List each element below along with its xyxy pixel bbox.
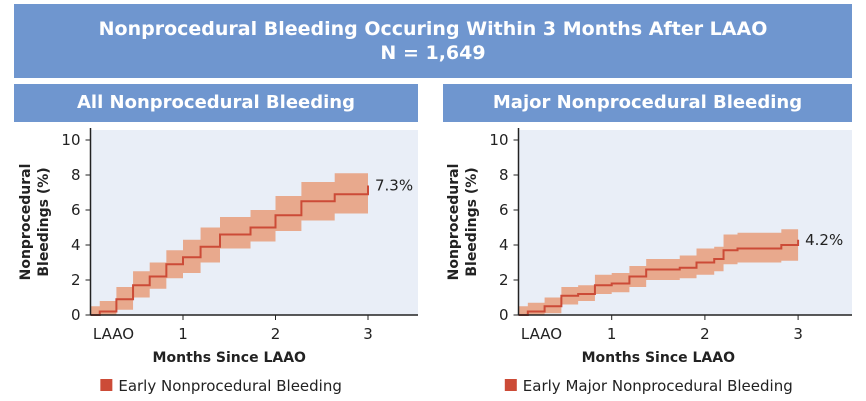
y-tick-label: 2 <box>71 271 81 289</box>
y-tick-label: 4 <box>499 236 509 254</box>
figure-title: Nonprocedural Bleeding Occuring Within 3… <box>98 18 768 40</box>
x-axis-label: Months Since LAAO <box>153 350 306 366</box>
y-axis-label: Nonprocedural Bleedings (%) <box>18 164 52 281</box>
y-tick-label: 6 <box>499 201 509 219</box>
x-axis-label: Months Since LAAO <box>582 350 735 366</box>
y-tick-label: 10 <box>61 131 80 149</box>
legend-swatch <box>504 379 517 391</box>
end-value-label: 7.3% <box>375 177 413 195</box>
x-tick-label: LAAO <box>521 325 562 343</box>
y-tick-label: 0 <box>71 306 81 324</box>
end-value-label: 4.2% <box>805 231 843 249</box>
x-tick-label: LAAO <box>93 325 134 343</box>
y-tick-label: 4 <box>71 236 81 254</box>
x-tick-label: 2 <box>700 325 710 343</box>
panel-title-major: Major Nonprocedural Bleeding <box>443 84 852 122</box>
panel-title-all: All Nonprocedural Bleeding <box>14 84 418 122</box>
x-tick-label: 3 <box>363 325 373 343</box>
x-tick-label: 3 <box>793 325 803 343</box>
title-banner: Nonprocedural Bleeding Occuring Within 3… <box>14 4 852 78</box>
sample-size: N = 1,649 <box>380 42 486 64</box>
plot-area <box>518 130 852 315</box>
legend-label: Early Major Nonprocedural Bleeding <box>523 377 793 395</box>
legend-label: Early Nonprocedural Bleeding <box>118 377 342 395</box>
cumulative-incidence-line <box>518 239 800 316</box>
x-tick-label: 1 <box>178 325 188 343</box>
y-tick-label: 0 <box>499 306 509 324</box>
x-tick-label: 2 <box>271 325 281 343</box>
y-tick-label: 10 <box>489 131 508 149</box>
x-tick-label: 1 <box>607 325 617 343</box>
confidence-band <box>518 220 799 315</box>
cumulative-incidence-line <box>90 185 369 316</box>
y-axis-label: Nonprocedural Bleedings (%) <box>446 164 480 281</box>
legend-swatch <box>100 379 113 391</box>
y-tick-label: 8 <box>499 166 509 184</box>
y-tick-label: 8 <box>71 166 81 184</box>
y-tick-label: 6 <box>71 201 81 219</box>
y-tick-label: 2 <box>499 271 509 289</box>
